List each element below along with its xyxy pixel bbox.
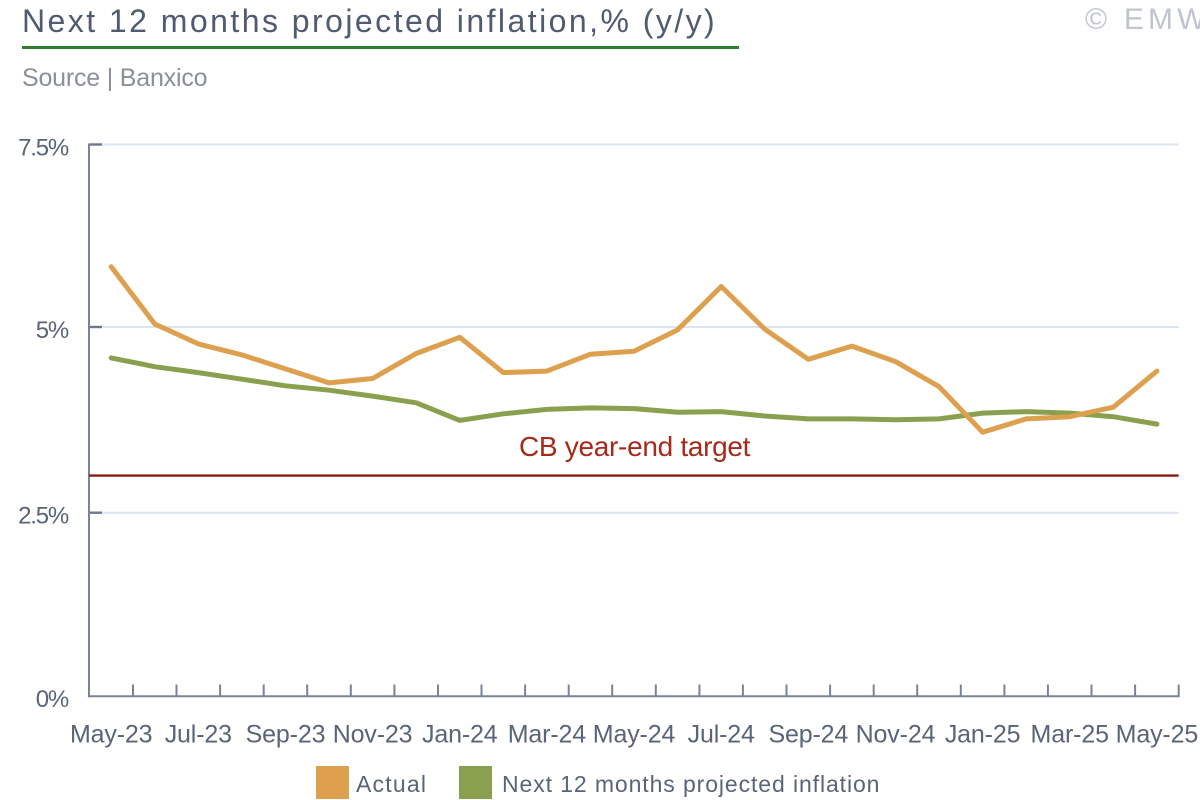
svg-text:Jul-23: Jul-23 — [165, 721, 232, 749]
svg-text:7.5%: 7.5% — [18, 134, 69, 161]
svg-text:Mar-24: Mar-24 — [508, 721, 587, 749]
svg-text:Nov-23: Nov-23 — [333, 721, 413, 749]
svg-text:Jan-24: Jan-24 — [422, 721, 498, 749]
svg-text:5%: 5% — [36, 317, 69, 344]
svg-text:CB year-end target: CB year-end target — [519, 431, 751, 462]
svg-text:May-25: May-25 — [1116, 721, 1198, 749]
svg-text:0%: 0% — [36, 686, 69, 713]
svg-text:Jan-25: Jan-25 — [945, 721, 1021, 749]
svg-text:Mar-25: Mar-25 — [1031, 721, 1109, 749]
svg-text:Actual: Actual — [356, 771, 427, 797]
svg-text:May-24: May-24 — [593, 721, 676, 749]
svg-text:Next 12 months projected infla: Next 12 months projected inflation — [502, 771, 880, 797]
svg-text:Sep-24: Sep-24 — [768, 721, 848, 749]
svg-text:Jul-24: Jul-24 — [688, 721, 755, 749]
svg-text:May-23: May-23 — [70, 721, 152, 749]
svg-text:Sep-23: Sep-23 — [246, 721, 326, 749]
svg-text:Nov-24: Nov-24 — [856, 721, 936, 749]
svg-text:2.5%: 2.5% — [18, 503, 69, 530]
